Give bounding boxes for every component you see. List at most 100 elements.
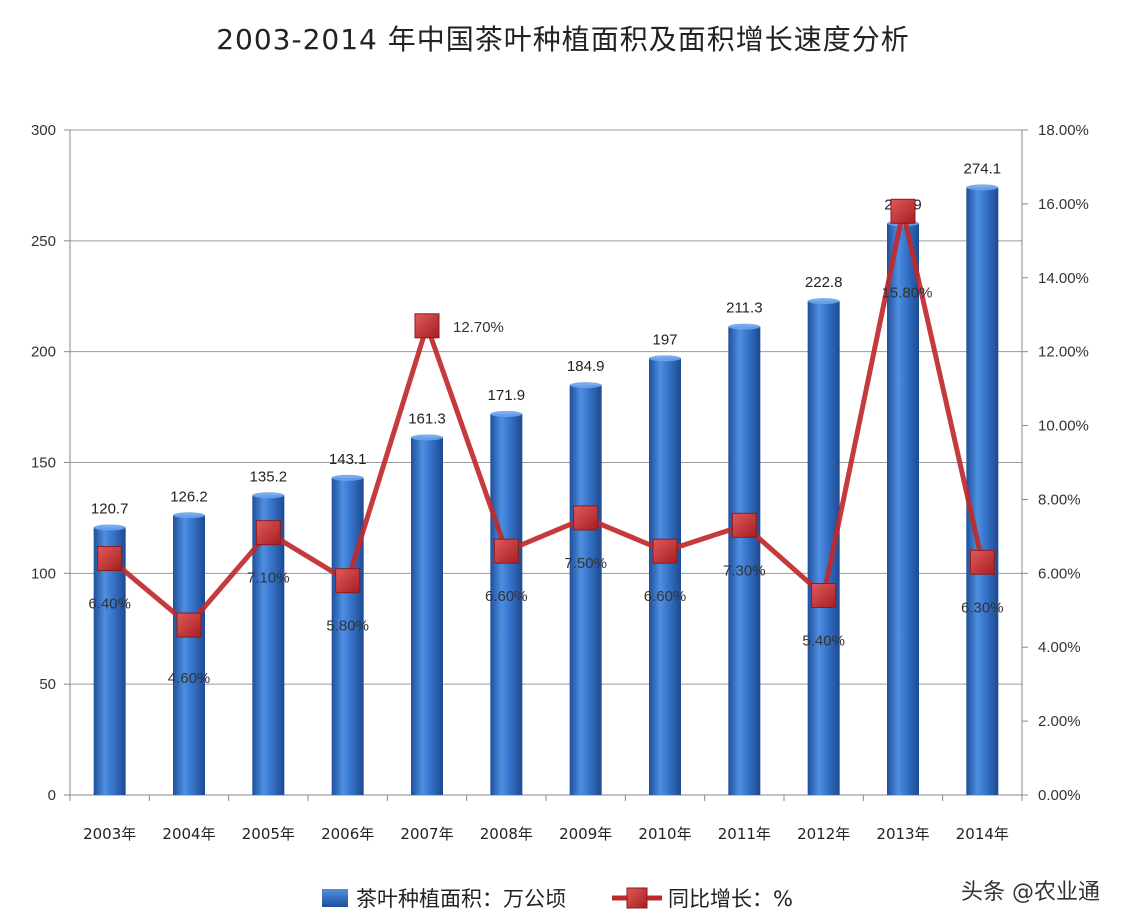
line-marker — [176, 612, 202, 638]
legend-line-marker — [626, 887, 648, 909]
line-marker — [652, 538, 678, 564]
line-labels: 6.40% 4.60% 7.10% 5.80% 12.70% 6.60% 7.50% 6.60… — [88, 284, 1003, 687]
x-tick-label: 2005年 — [242, 825, 295, 843]
line-marker — [811, 583, 837, 608]
y-right-tick-label: 8.00% — [1038, 491, 1081, 508]
legend: 茶叶种植面积：万公顷 同比增长：% — [322, 887, 793, 911]
line-value-label: 7.10% — [247, 570, 290, 587]
bar-series — [93, 184, 999, 796]
y-left-tick-label: 200 — [31, 344, 56, 361]
y-right-ticks: 0.00% 2.00% 4.00% 6.00% 8.00% 10.00% 12.00% 14.… — [1038, 122, 1089, 804]
line-value-label: 5.40% — [802, 633, 845, 650]
y-left-ticks: 0 50 100 150 200 250 300 — [31, 122, 56, 804]
line-marker — [969, 549, 995, 575]
line-value-label: 6.30% — [961, 599, 1004, 616]
y-left-tick-label: 150 — [31, 455, 56, 472]
y-left-tick-label: 50 — [39, 676, 56, 693]
legend-bar-label: 茶叶种植面积：万公顷 — [356, 887, 566, 911]
y-right-tick-label: 2.00% — [1038, 713, 1081, 730]
x-tick-label: 2008年 — [480, 825, 533, 843]
line-series — [97, 198, 995, 638]
line-marker — [335, 568, 361, 594]
bar-top — [807, 298, 840, 305]
line-value-label: 7.30% — [723, 562, 766, 579]
bar — [569, 385, 602, 795]
bar — [411, 437, 443, 795]
bar-value-label: 274.1 — [964, 160, 1002, 177]
line-marker — [890, 198, 916, 224]
bar-value-label: 126.2 — [170, 488, 208, 505]
bar-value-label: 120.7 — [91, 500, 129, 517]
bar-value-label: 197 — [652, 331, 677, 348]
x-tick-label: 2013年 — [876, 825, 929, 843]
bar-top — [173, 512, 205, 519]
y-right-tick-label: 0.00% — [1038, 787, 1081, 804]
bar-top — [569, 382, 602, 389]
growth-line — [108, 208, 985, 628]
bar-top — [252, 492, 285, 499]
bar-top — [490, 410, 523, 417]
x-tick-label: 2014年 — [956, 825, 1009, 843]
x-tick-label: 2010年 — [638, 825, 691, 843]
x-tick-label: 2004年 — [162, 825, 215, 843]
line-marker — [255, 520, 281, 546]
bar-top — [93, 524, 126, 531]
bar-value-label: 184.9 — [567, 358, 605, 375]
line-value-label: 6.40% — [88, 596, 131, 613]
line-value-label: 15.80% — [882, 284, 933, 301]
x-tick-label: 2012年 — [797, 825, 850, 843]
bar-top — [966, 184, 999, 191]
y-right-tick-label: 16.00% — [1038, 196, 1089, 213]
line-value-label: 6.60% — [485, 588, 528, 605]
line-value-label: 12.70% — [453, 319, 504, 336]
y-right-tick-label: 14.00% — [1038, 270, 1089, 287]
x-tick-label: 2003年 — [83, 825, 136, 843]
legend-line-label: 同比增长：% — [668, 887, 793, 911]
bar-top — [728, 323, 761, 330]
bar-value-label: 135.2 — [250, 468, 288, 485]
bar — [173, 515, 205, 795]
y-left-tick-label: 100 — [31, 565, 56, 582]
x-tick-label: 2006年 — [321, 825, 374, 843]
x-tick-label: 2009年 — [559, 825, 612, 843]
line-value-label: 7.50% — [564, 555, 607, 572]
legend-bar-swatch — [322, 889, 348, 907]
line-marker — [731, 512, 757, 538]
bar-top — [411, 434, 443, 441]
line-marker — [97, 546, 123, 572]
line-marker — [414, 313, 440, 339]
x-tick-label: 2011年 — [718, 825, 771, 843]
bar-value-label: 161.3 — [408, 410, 446, 427]
line-value-label: 6.60% — [644, 588, 687, 605]
y-right-tick-label: 10.00% — [1038, 418, 1089, 435]
y-right-tick-label: 18.00% — [1038, 122, 1089, 139]
gridlines — [70, 129, 1022, 796]
line-value-label: 4.60% — [168, 670, 211, 687]
bar-value-label: 171.9 — [488, 387, 526, 404]
line-marker — [493, 538, 519, 564]
bar — [966, 187, 999, 795]
bar — [887, 223, 919, 796]
line-value-label: 5.80% — [326, 618, 369, 635]
bar — [490, 413, 523, 795]
x-axis-ticks: 2003年 2004年 2005年 2006年 2007年 2008年 2009年 2010年… — [83, 825, 1009, 843]
y-left-tick-label: 300 — [31, 122, 56, 139]
y-right-tick-label: 6.00% — [1038, 565, 1081, 582]
bar — [93, 527, 126, 795]
axes — [64, 129, 1028, 801]
line-marker — [573, 505, 599, 531]
y-left-tick-label: 0 — [48, 787, 56, 804]
watermark: 头条 @农业通 — [961, 880, 1100, 905]
y-left-tick-label: 250 — [31, 233, 56, 250]
bar-value-label: 143.1 — [329, 451, 367, 468]
bar-value-label: 211.3 — [726, 300, 762, 317]
chart-title: 2003-2014 年中国茶叶种植面积及面积增长速度分析 — [216, 23, 910, 56]
bar — [649, 358, 681, 795]
y-right-tick-label: 4.00% — [1038, 639, 1081, 656]
bar — [728, 326, 761, 795]
y-right-tick-label: 12.00% — [1038, 344, 1089, 361]
x-tick-label: 2007年 — [400, 825, 453, 843]
bar-value-label: 222.8 — [805, 274, 843, 291]
bar-top — [331, 474, 364, 481]
